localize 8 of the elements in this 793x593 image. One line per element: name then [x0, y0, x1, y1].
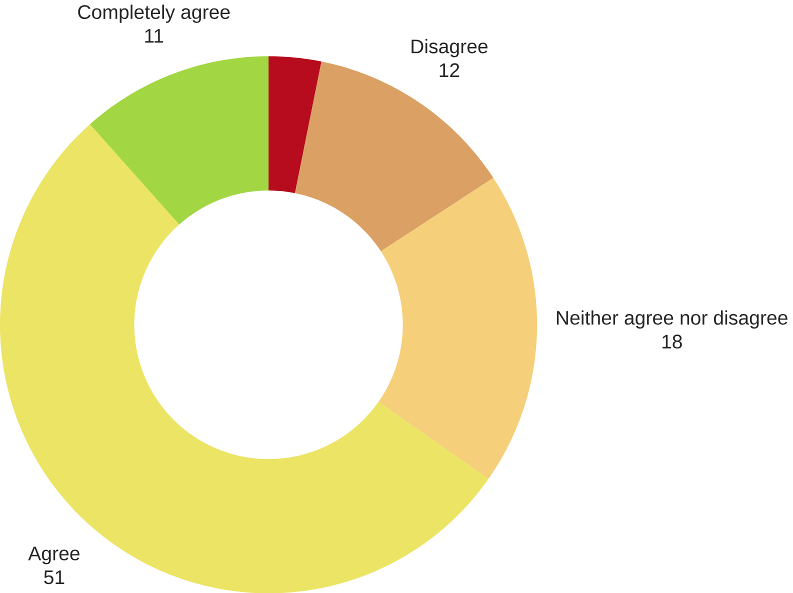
- data-label: 18: [662, 334, 682, 348]
- slice-label: Completely agree: [78, 4, 230, 23]
- slice-label: Agree: [28, 546, 80, 564]
- data-label: 12: [440, 63, 460, 77]
- slice-label: Neither agree nor disagree: [557, 310, 788, 328]
- slice-label: Disagree: [412, 38, 488, 58]
- data-label: 51: [44, 570, 64, 584]
- data-label: 11: [145, 28, 164, 42]
